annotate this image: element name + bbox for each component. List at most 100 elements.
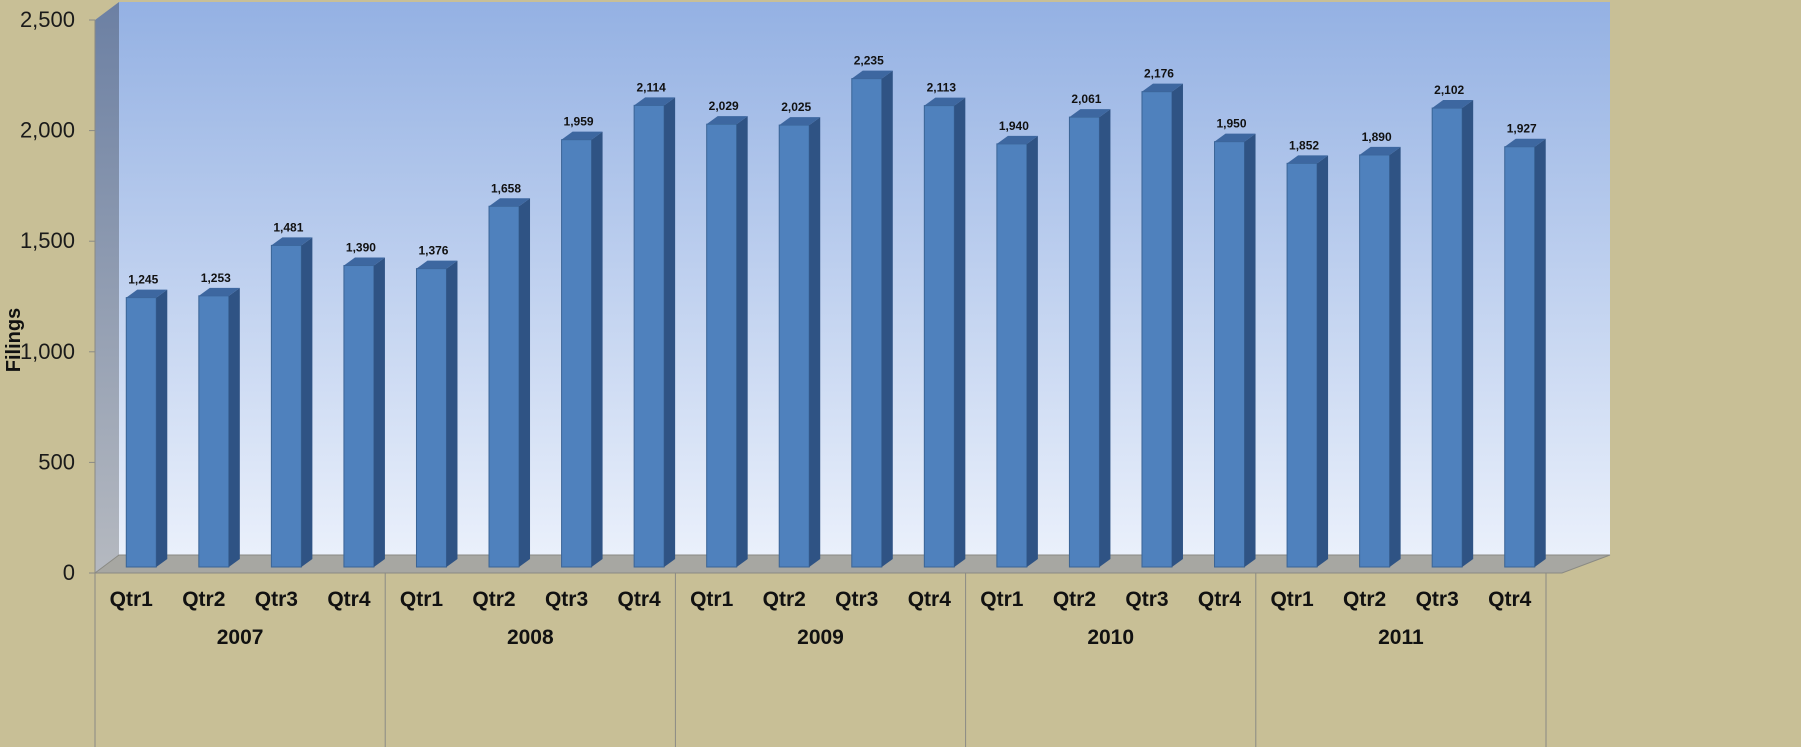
bar-top bbox=[343, 257, 385, 266]
x-tick-label: Qtr2 bbox=[472, 588, 515, 611]
x-tick-label: Qtr2 bbox=[1053, 588, 1096, 611]
bar-front bbox=[1359, 154, 1391, 568]
data-label: 1,890 bbox=[1362, 130, 1392, 144]
bar-top bbox=[706, 116, 748, 125]
data-labels: 1,245 1,253 1,481 1,390 1,376 1,658 1,959 2,114… bbox=[128, 54, 1537, 287]
bar-front bbox=[633, 104, 665, 568]
bar-top bbox=[126, 289, 168, 298]
bar-side bbox=[1026, 135, 1038, 567]
bar bbox=[561, 131, 603, 568]
data-label: 1,481 bbox=[273, 220, 303, 234]
x-tick-label: Qtr4 bbox=[1198, 588, 1242, 611]
bar-front bbox=[1214, 141, 1246, 568]
bar bbox=[1431, 100, 1474, 568]
x-tick-label: Qtr3 bbox=[1416, 588, 1459, 611]
bar bbox=[778, 117, 821, 568]
bar bbox=[851, 70, 893, 568]
x-tick-label: Qtr2 bbox=[182, 588, 225, 611]
x-tick-label: Qtr1 bbox=[400, 588, 444, 611]
bar-side bbox=[156, 289, 168, 567]
bar-top bbox=[416, 260, 458, 269]
bar bbox=[125, 289, 168, 568]
bar-side bbox=[809, 117, 821, 567]
bar-side bbox=[664, 97, 676, 567]
bar bbox=[633, 97, 676, 568]
bar-top bbox=[924, 97, 966, 106]
bar-side bbox=[591, 131, 603, 568]
data-label: 2,025 bbox=[781, 100, 811, 114]
x-group-label: 2007 bbox=[217, 626, 264, 649]
bar-side bbox=[1171, 83, 1183, 568]
bar-front bbox=[706, 123, 738, 568]
bar-side bbox=[954, 97, 966, 567]
bar-front bbox=[125, 297, 157, 568]
bar bbox=[343, 257, 385, 568]
bar-front bbox=[778, 124, 810, 568]
bar bbox=[270, 237, 313, 568]
data-label: 1,390 bbox=[346, 241, 376, 255]
x-tick-label: Qtr4 bbox=[618, 588, 662, 611]
x-tick-label: Qtr4 bbox=[1488, 588, 1532, 611]
data-label: 1,852 bbox=[1289, 138, 1319, 152]
bar-top bbox=[1141, 83, 1183, 92]
bar-front bbox=[1141, 91, 1173, 568]
bar-top bbox=[634, 97, 676, 106]
bar-side bbox=[1317, 155, 1329, 568]
x-tick-label: Qtr1 bbox=[110, 588, 154, 611]
bar-top bbox=[1287, 155, 1329, 164]
bar-side bbox=[1462, 100, 1474, 567]
y-tick-label: 2,500 bbox=[20, 7, 75, 32]
bar-top bbox=[779, 117, 821, 126]
bar bbox=[1141, 83, 1183, 568]
y-tick-label: 0 bbox=[63, 560, 75, 585]
x-tick-label: Qtr3 bbox=[1125, 588, 1168, 611]
bar-top bbox=[561, 131, 603, 140]
bar bbox=[923, 97, 966, 568]
bar bbox=[1359, 146, 1401, 568]
bar-front bbox=[851, 78, 883, 568]
x-group-label: 2009 bbox=[797, 626, 844, 649]
y-tick-label: 2,000 bbox=[20, 118, 75, 143]
x-tick-label: Qtr4 bbox=[908, 588, 952, 611]
bar-side bbox=[301, 237, 313, 567]
y-tick-label: 1,000 bbox=[20, 339, 75, 364]
bar-front bbox=[1068, 116, 1100, 568]
data-label: 1,376 bbox=[418, 244, 448, 258]
x-tick-label: Qtr3 bbox=[255, 588, 298, 611]
x-tick-label: Qtr1 bbox=[980, 588, 1024, 611]
bar bbox=[706, 116, 748, 568]
data-label: 1,245 bbox=[128, 273, 158, 287]
bar-side bbox=[1099, 109, 1111, 567]
bar-top bbox=[1359, 146, 1401, 155]
x-tick-label: Qtr3 bbox=[835, 588, 878, 611]
bar-side bbox=[1389, 146, 1401, 567]
data-label: 2,235 bbox=[854, 54, 884, 68]
bar bbox=[1504, 138, 1546, 568]
data-label: 1,927 bbox=[1507, 122, 1537, 136]
data-label: 2,029 bbox=[709, 99, 739, 113]
bar-front bbox=[996, 143, 1028, 568]
x-tick-label: Qtr4 bbox=[327, 588, 371, 611]
data-label: 2,061 bbox=[1071, 92, 1101, 106]
side-wall bbox=[95, 2, 119, 573]
data-label: 1,658 bbox=[491, 181, 521, 195]
bar-front bbox=[1504, 146, 1536, 568]
data-label: 2,114 bbox=[636, 80, 666, 94]
bar bbox=[1068, 109, 1111, 568]
bars bbox=[125, 70, 1546, 568]
bar-side bbox=[1244, 133, 1256, 567]
bar-top bbox=[1214, 133, 1256, 142]
bar-front bbox=[343, 265, 375, 568]
bar bbox=[415, 260, 458, 568]
data-label: 1,253 bbox=[201, 271, 231, 285]
bar-top bbox=[271, 237, 313, 246]
x-tick-label: Qtr2 bbox=[1343, 588, 1386, 611]
data-label: 2,102 bbox=[1434, 83, 1464, 97]
bar bbox=[996, 135, 1038, 568]
bar-side bbox=[228, 287, 240, 567]
bar-front bbox=[415, 268, 447, 568]
x-group-label: 2011 bbox=[1378, 626, 1424, 649]
x-tick-label: Qtr1 bbox=[690, 588, 734, 611]
y-axis-title: Filings bbox=[3, 308, 25, 372]
x-group-label: 2010 bbox=[1087, 626, 1134, 649]
